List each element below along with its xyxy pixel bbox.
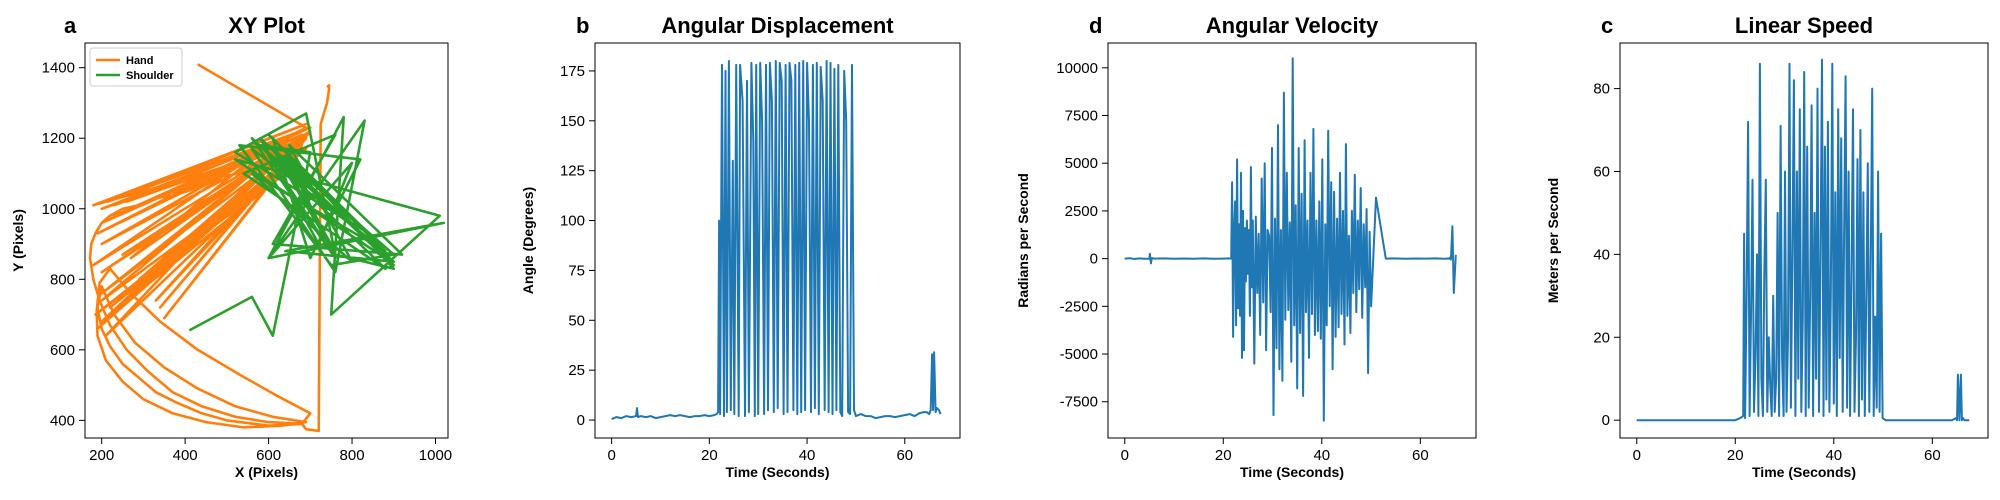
y-tick-label: 0 xyxy=(1090,251,1098,268)
x-tick-label: 1000 xyxy=(419,447,452,464)
x-tick-label: 20 xyxy=(701,447,718,464)
y-tick-label: 1200 xyxy=(42,130,75,147)
x-axis-label: X (Pixels) xyxy=(235,464,298,480)
series-line-angle xyxy=(611,60,942,420)
plot-frame xyxy=(1107,42,1477,439)
y-tick-label: 0 xyxy=(577,412,585,429)
x-axis-label: Time (Seconds) xyxy=(726,464,830,480)
y-axis-label: Angle (Degrees) xyxy=(520,187,536,294)
y-tick-label: 2500 xyxy=(1065,203,1098,220)
x-tick-label: 60 xyxy=(896,447,913,464)
y-axis-label: Radians per Second xyxy=(1015,173,1031,308)
y-tick-label: 5000 xyxy=(1065,155,1098,172)
plot-frame xyxy=(594,42,961,439)
panel-letter: d xyxy=(1089,13,1102,38)
y-tick-label: 600 xyxy=(50,342,75,359)
series-line-shoulder xyxy=(188,112,446,338)
y-tick-label: 60 xyxy=(1593,163,1610,180)
panel-letter: b xyxy=(576,13,589,38)
y-tick-label: 400 xyxy=(50,412,75,429)
y-tick-label: 175 xyxy=(560,63,585,80)
y-tick-label: 25 xyxy=(568,362,585,379)
series-line-speed xyxy=(1636,58,1970,422)
y-tick-label: 1000 xyxy=(42,201,75,218)
y-tick-label: 0 xyxy=(1602,412,1610,429)
x-tick-label: 60 xyxy=(1412,447,1429,464)
legend-label: Hand xyxy=(126,55,154,67)
y-tick-label: 40 xyxy=(1593,246,1610,263)
x-tick-label: 0 xyxy=(607,447,615,464)
y-tick-label: 50 xyxy=(568,312,585,329)
y-tick-label: 1400 xyxy=(42,60,75,77)
x-axis-label: Time (Seconds) xyxy=(1752,464,1856,480)
y-tick-label: -5000 xyxy=(1060,346,1098,363)
legend: Hand Shoulder xyxy=(89,47,183,87)
x-tick-label: 20 xyxy=(1215,447,1232,464)
x-tick-label: 800 xyxy=(340,447,365,464)
y-tick-label: -2500 xyxy=(1060,298,1098,315)
y-tick-label: 7500 xyxy=(1065,108,1098,125)
y-axis-label: Y (Pixels) xyxy=(10,209,26,272)
panel-speed: c Linear Speed 0 20 40 60 0 20 40 60 80 Time (Secon… xyxy=(1545,13,1989,480)
panel-title: Angular Velocity xyxy=(1206,13,1379,38)
panel-xy: a XY Plot 200 400 600 800 1000 400 600 800 1000 120… xyxy=(10,13,452,480)
y-axis-label: Meters per Second xyxy=(1545,178,1561,303)
panel-letter: a xyxy=(64,13,77,38)
panel-angle: b Angular Displacement 0 20 40 60 0 25 50 75 100 12… xyxy=(520,13,961,480)
plot-frame xyxy=(1619,42,1989,439)
legend-label: Shoulder xyxy=(126,70,174,82)
x-tick-label: 40 xyxy=(799,447,816,464)
y-tick-label: 100 xyxy=(560,213,585,230)
x-tick-label: 600 xyxy=(256,447,281,464)
y-tick-label: 20 xyxy=(1593,329,1610,346)
x-tick-label: 60 xyxy=(1924,447,1941,464)
panel-velocity: d Angular Velocity 0 20 40 60 -7500 -5000 -2500 0… xyxy=(1015,13,1477,480)
x-tick-label: 20 xyxy=(1727,447,1744,464)
y-tick-label: 10000 xyxy=(1056,60,1098,77)
y-tick-label: 800 xyxy=(50,271,75,288)
panel-letter: c xyxy=(1601,13,1613,38)
y-tick-label: 125 xyxy=(560,163,585,180)
panel-title: XY Plot xyxy=(228,13,305,38)
plot-frame xyxy=(84,42,449,439)
x-tick-label: 0 xyxy=(1633,447,1641,464)
x-tick-label: 40 xyxy=(1825,447,1842,464)
panel-title: Angular Displacement xyxy=(661,13,894,38)
panel-title: Linear Speed xyxy=(1735,13,1873,38)
x-tick-label: 40 xyxy=(1313,447,1330,464)
x-tick-label: 400 xyxy=(173,447,198,464)
y-tick-label: -7500 xyxy=(1060,394,1098,411)
y-tick-label: 75 xyxy=(568,262,585,279)
x-tick-label: 200 xyxy=(89,447,114,464)
x-tick-label: 0 xyxy=(1121,447,1129,464)
series-line-velocity xyxy=(1124,57,1457,422)
y-tick-label: 150 xyxy=(560,113,585,130)
y-tick-label: 80 xyxy=(1593,81,1610,98)
x-axis-label: Time (Seconds) xyxy=(1240,464,1344,480)
